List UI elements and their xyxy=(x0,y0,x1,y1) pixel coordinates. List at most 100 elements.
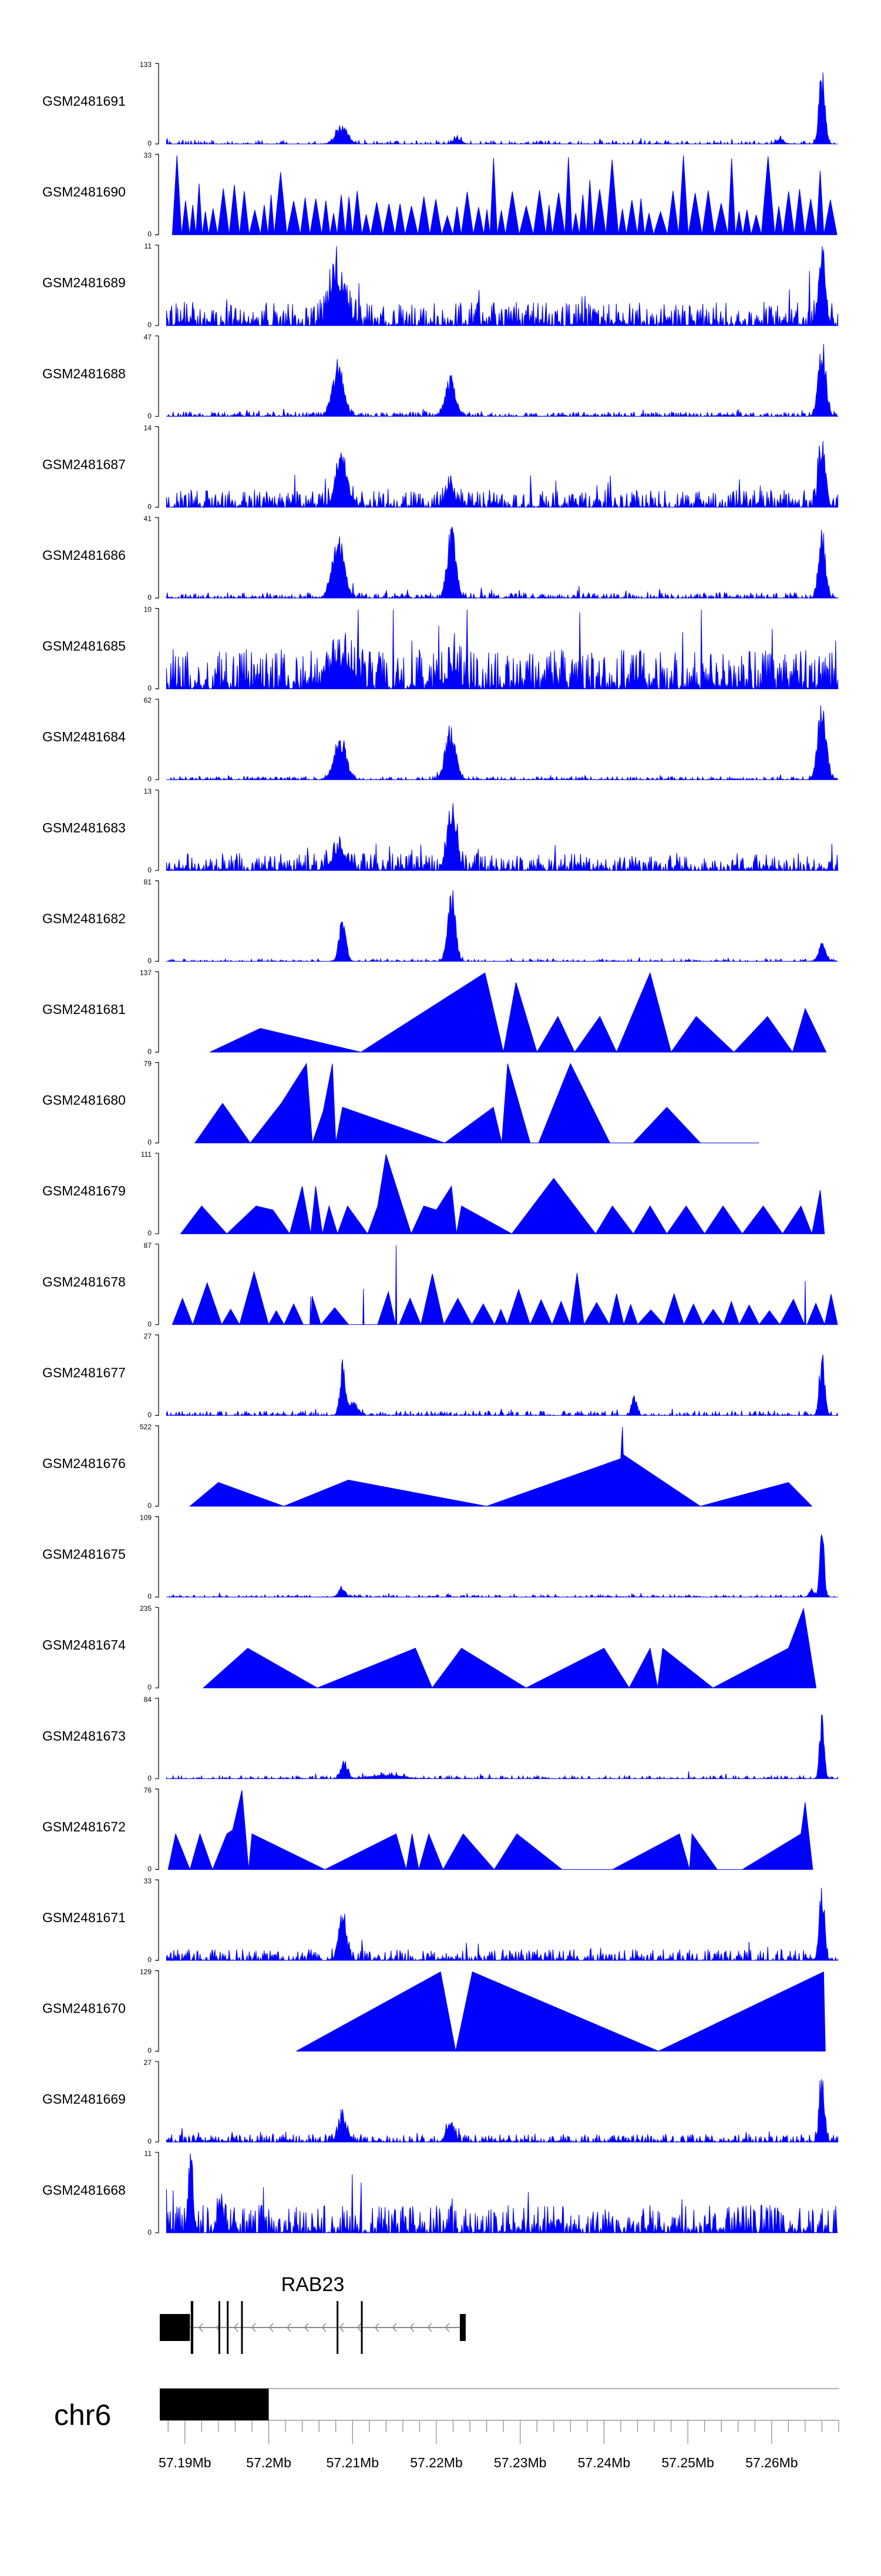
y-axis-min-label: 0 xyxy=(147,502,152,511)
track-GSM2481678: GSM2481678 87 0 xyxy=(42,1241,838,1328)
track-label: GSM2481686 xyxy=(42,548,126,563)
coverage-area xyxy=(166,441,839,509)
track-GSM2481683: GSM2481683 13 0 xyxy=(42,787,839,874)
track-GSM2481684: GSM2481684 62 0 xyxy=(42,696,839,783)
x-tick-label: 57.25Mb xyxy=(661,2455,714,2470)
y-axis-min-label: 0 xyxy=(147,321,152,329)
y-axis-min-label: 0 xyxy=(147,593,152,602)
y-axis-max-label: 11 xyxy=(144,2150,152,2158)
track-GSM2481673: GSM2481673 84 0 xyxy=(42,1695,839,1782)
track-GSM2481668: GSM2481668 11 0 xyxy=(42,2150,838,2236)
track-label: GSM2481685 xyxy=(42,639,126,654)
track-GSM2481671: GSM2481671 33 0 xyxy=(42,1877,839,1964)
strand-arrow-icon xyxy=(286,2323,291,2332)
y-axis-min-label: 0 xyxy=(147,1865,152,1873)
strand-arrow-icon xyxy=(304,2323,309,2332)
y-axis-min-label: 0 xyxy=(147,956,152,965)
track-GSM2481691: GSM2481691 133 0 xyxy=(42,61,838,147)
track-label: GSM2481689 xyxy=(42,275,126,290)
y-axis-min-label: 0 xyxy=(147,139,152,147)
track-label: GSM2481675 xyxy=(42,1547,126,1562)
y-axis-line xyxy=(155,244,159,326)
exon-block xyxy=(190,2301,194,2354)
track-GSM2481686: GSM2481686 41 0 xyxy=(42,515,839,602)
track-label: GSM2481679 xyxy=(42,1183,126,1198)
y-axis-min-label: 0 xyxy=(147,2047,152,2055)
y-axis-max-label: 14 xyxy=(144,424,152,432)
y-axis-line xyxy=(155,698,159,780)
coverage-area xyxy=(166,2153,838,2234)
y-axis-max-label: 47 xyxy=(144,333,152,341)
y-axis-max-label: 10 xyxy=(144,606,152,614)
track-GSM2481687: GSM2481687 14 0 xyxy=(42,424,839,511)
track-label: GSM2481690 xyxy=(42,184,126,200)
coverage-area xyxy=(167,1790,813,1870)
y-axis-line xyxy=(155,517,159,599)
strand-arrow-icon xyxy=(445,2323,450,2332)
y-axis-min-label: 0 xyxy=(147,1047,152,1056)
y-axis-min-label: 0 xyxy=(147,412,152,420)
x-tick-label: 57.24Mb xyxy=(578,2455,631,2470)
exon-block xyxy=(160,2314,190,2341)
y-axis-min-label: 0 xyxy=(147,775,152,783)
exon-block xyxy=(459,2314,466,2341)
strand-arrow-icon xyxy=(374,2323,379,2332)
coverage-area xyxy=(166,72,838,145)
coverage-area xyxy=(166,609,839,690)
track-label: GSM2481673 xyxy=(42,1728,126,1744)
track-label: GSM2481677 xyxy=(42,1365,126,1380)
coverage-area xyxy=(172,1245,838,1326)
y-axis-max-label: 13 xyxy=(144,787,152,795)
track-label: GSM2481676 xyxy=(42,1456,126,1471)
y-axis-max-label: 133 xyxy=(140,61,152,69)
track-GSM2481670: GSM2481670 129 0 xyxy=(42,1968,826,2055)
ideogram-band xyxy=(160,2389,269,2420)
track-label: GSM2481678 xyxy=(42,1274,126,1289)
coverage-area xyxy=(166,803,839,872)
y-axis-min-label: 0 xyxy=(147,2137,152,2145)
coverage-area xyxy=(202,1607,817,1689)
coverage-area xyxy=(166,1534,838,1598)
y-axis-max-label: 27 xyxy=(144,1332,152,1340)
coverage-area xyxy=(194,1063,759,1144)
track-GSM2481676: GSM2481676 522 0 xyxy=(42,1423,813,1510)
track-label: GSM2481688 xyxy=(42,366,126,381)
y-axis-min-label: 0 xyxy=(147,230,152,239)
y-axis-max-label: 81 xyxy=(144,878,152,886)
coverage-area xyxy=(180,1154,825,1235)
track-label: GSM2481682 xyxy=(42,911,126,926)
y-axis-max-label: 41 xyxy=(144,515,152,523)
y-axis-min-label: 0 xyxy=(147,1683,152,1691)
coverage-area xyxy=(172,155,838,236)
genome-axis-track: chr6 57.19Mb 57.2Mb 57.21Mb 57.22Mb 57.23Mb 5… xyxy=(54,2388,839,2470)
coverage-area xyxy=(166,526,839,599)
strand-arrow-icon xyxy=(234,2323,238,2332)
y-axis-line xyxy=(155,154,159,236)
track-label: GSM2481681 xyxy=(42,1002,126,1017)
y-axis-max-label: 84 xyxy=(144,1695,152,1704)
track-GSM2481689: GSM2481689 11 0 xyxy=(42,242,839,329)
y-axis-min-label: 0 xyxy=(147,1320,152,1328)
exon-block xyxy=(361,2301,363,2354)
y-axis-max-label: 522 xyxy=(140,1423,152,1431)
strand-arrow-icon xyxy=(339,2323,344,2332)
y-axis-max-label: 87 xyxy=(144,1241,152,1250)
exon-block xyxy=(218,2301,220,2354)
y-axis-line xyxy=(155,1334,159,1416)
x-tick-label: 57.22Mb xyxy=(410,2455,463,2470)
coverage-area xyxy=(189,1426,813,1507)
track-GSM2481688: GSM2481688 47 0 xyxy=(42,333,839,420)
y-axis-max-label: 235 xyxy=(140,1604,152,1613)
coverage-area xyxy=(166,1888,839,1962)
y-axis-max-label: 11 xyxy=(144,242,152,250)
y-axis-line xyxy=(155,1970,159,2052)
y-axis-line xyxy=(155,1244,159,1325)
strand-arrow-icon xyxy=(409,2323,415,2332)
y-axis-max-label: 137 xyxy=(140,969,152,977)
track-label: GSM2481672 xyxy=(42,1819,126,1834)
y-axis-max-label: 129 xyxy=(140,1968,152,1976)
strand-arrow-icon xyxy=(268,2323,274,2332)
x-tick-label: 57.21Mb xyxy=(326,2455,379,2470)
